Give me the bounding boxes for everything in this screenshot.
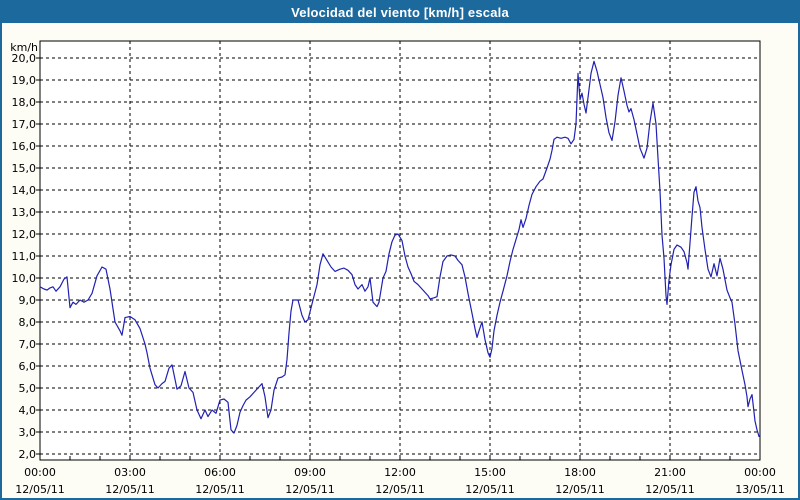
x-tick-date-label: 12/05/11 [555, 483, 604, 496]
x-tick-date-label: 12/05/11 [105, 483, 154, 496]
y-tick-label: 15,0 [12, 162, 37, 175]
y-tick-label: 2,0 [19, 448, 37, 461]
y-tick-label: 6,0 [19, 360, 37, 373]
axis-labels: km/h20,0 19,0 18,0 17,0 16,0 15,0 14,0 13,0 12,0… [10, 41, 784, 496]
y-tick-label: 14,0 [12, 184, 37, 197]
x-tick-date-label: 12/05/11 [465, 483, 514, 496]
x-tick-time-label: 00:00 [24, 466, 56, 479]
x-tick-date-label: 12/05/11 [285, 483, 334, 496]
y-tick-label: 17,0 [12, 118, 37, 131]
y-tick-label: 12,0 [12, 228, 37, 241]
y-tick-label: 20,0 [12, 52, 37, 65]
x-tick-date-label: 12/05/11 [645, 483, 694, 496]
y-tick-label: 16,0 [12, 140, 37, 153]
x-tick-date-label: 12/05/11 [375, 483, 424, 496]
x-tick-date-label: 13/05/11 [735, 483, 784, 496]
x-tick-time-label: 06:00 [204, 466, 236, 479]
x-tick-date-label: 12/05/11 [15, 483, 64, 496]
x-tick-time-label: 12:00 [384, 466, 416, 479]
y-tick-label: 11,0 [12, 250, 37, 263]
y-tick-label: 9,0 [19, 294, 37, 307]
x-tick-time-label: 03:00 [114, 466, 146, 479]
chart-title-bar: Velocidad del viento [km/h] escala [2, 2, 798, 23]
y-tick-label: 13,0 [12, 206, 37, 219]
x-tick-time-label: 21:00 [654, 466, 686, 479]
y-tick-label: 5,0 [19, 382, 37, 395]
y-tick-label: 10,0 [12, 272, 37, 285]
x-tick-time-label: 00:00 [744, 466, 776, 479]
y-tick-label: 3,0 [19, 426, 37, 439]
y-tick-label: 4,0 [19, 404, 37, 417]
x-tick-date-label: 12/05/11 [195, 483, 244, 496]
y-tick-label: 18,0 [12, 96, 37, 109]
y-tick-label: 19,0 [12, 74, 37, 87]
y-axis-unit-label: km/h [10, 41, 38, 54]
x-tick-time-label: 18:00 [564, 466, 596, 479]
y-tick-label: 7,0 [19, 338, 37, 351]
y-tick-label: 8,0 [19, 316, 37, 329]
wind-speed-line [39, 60, 760, 437]
axis-ticks [36, 57, 761, 460]
x-tick-time-label: 15:00 [474, 466, 506, 479]
wind-speed-chart: km/h20,0 19,0 18,0 17,0 16,0 15,0 14,0 13,0 12,0… [10, 40, 785, 496]
x-tick-time-label: 09:00 [294, 466, 326, 479]
gridlines [40, 41, 760, 460]
